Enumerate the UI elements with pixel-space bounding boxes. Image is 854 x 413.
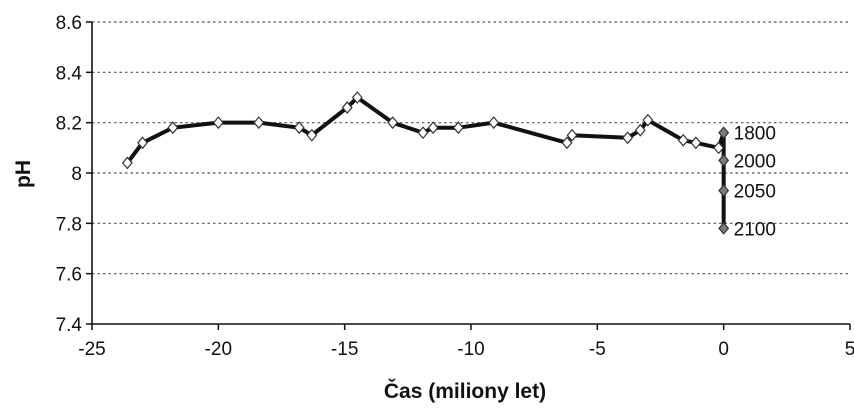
data-point-projection [718,221,730,235]
data-point-projection [718,126,730,140]
y-tick-label: 8.6 [56,13,82,34]
data-series [121,91,730,235]
data-point-historical [634,123,646,137]
data-point-historical [253,116,265,130]
y-tick-label: 8.4 [56,63,83,84]
x-tick-label: -5 [589,339,606,360]
data-point-historical [642,113,654,127]
x-tick-label: 5 [845,339,854,360]
data-point-historical [677,133,689,147]
x-axis-title: Čas (miliony let) [384,379,546,403]
data-point-historical [713,141,725,155]
data-point-historical [452,121,464,135]
data-point-historical [561,136,573,150]
data-point-historical [417,126,429,140]
x-tick-label: 0 [718,339,729,360]
data-point-historical [137,136,148,150]
data-point-historical [427,121,439,135]
y-tick-label: 7.4 [56,315,83,336]
data-point-historical [121,156,133,170]
point-label-1800: 1800 [734,124,776,145]
x-tick-label: -25 [78,339,105,360]
y-tick-label: 8.2 [56,114,82,135]
data-point-historical [566,128,578,142]
data-point-historical [167,121,179,135]
data-point-historical [351,91,363,104]
y-tick-label: 7.6 [56,265,82,286]
x-tick-label: -10 [457,339,484,360]
data-point-projection [718,184,730,198]
point-label-2000: 2000 [734,151,776,172]
y-tick-label: 7.8 [56,214,82,235]
point-labels: 1800 2000 2050 2100 [734,124,776,241]
tick-labels: 7.4 7.6 7.8 8 8.2 8.4 8.6 -25 -20 -15 -10 -5 0 5 [56,13,854,360]
data-point-historical [341,101,353,114]
y-tick-label: 8 [71,164,82,185]
axes [86,21,851,330]
x-tick-label: -15 [331,339,358,360]
data-point-historical [387,116,399,130]
data-point-historical [306,128,318,142]
point-label-2100: 2100 [734,219,776,240]
data-point-historical [622,131,634,145]
data-point-projection [718,153,730,167]
x-tick-label: -20 [205,339,232,360]
point-label-2050: 2050 [734,182,776,203]
data-point-historical [690,136,702,150]
y-axis-title: pH [12,160,35,188]
data-point-historical [212,116,224,130]
data-point-historical [293,121,305,135]
data-point-historical [488,116,500,130]
